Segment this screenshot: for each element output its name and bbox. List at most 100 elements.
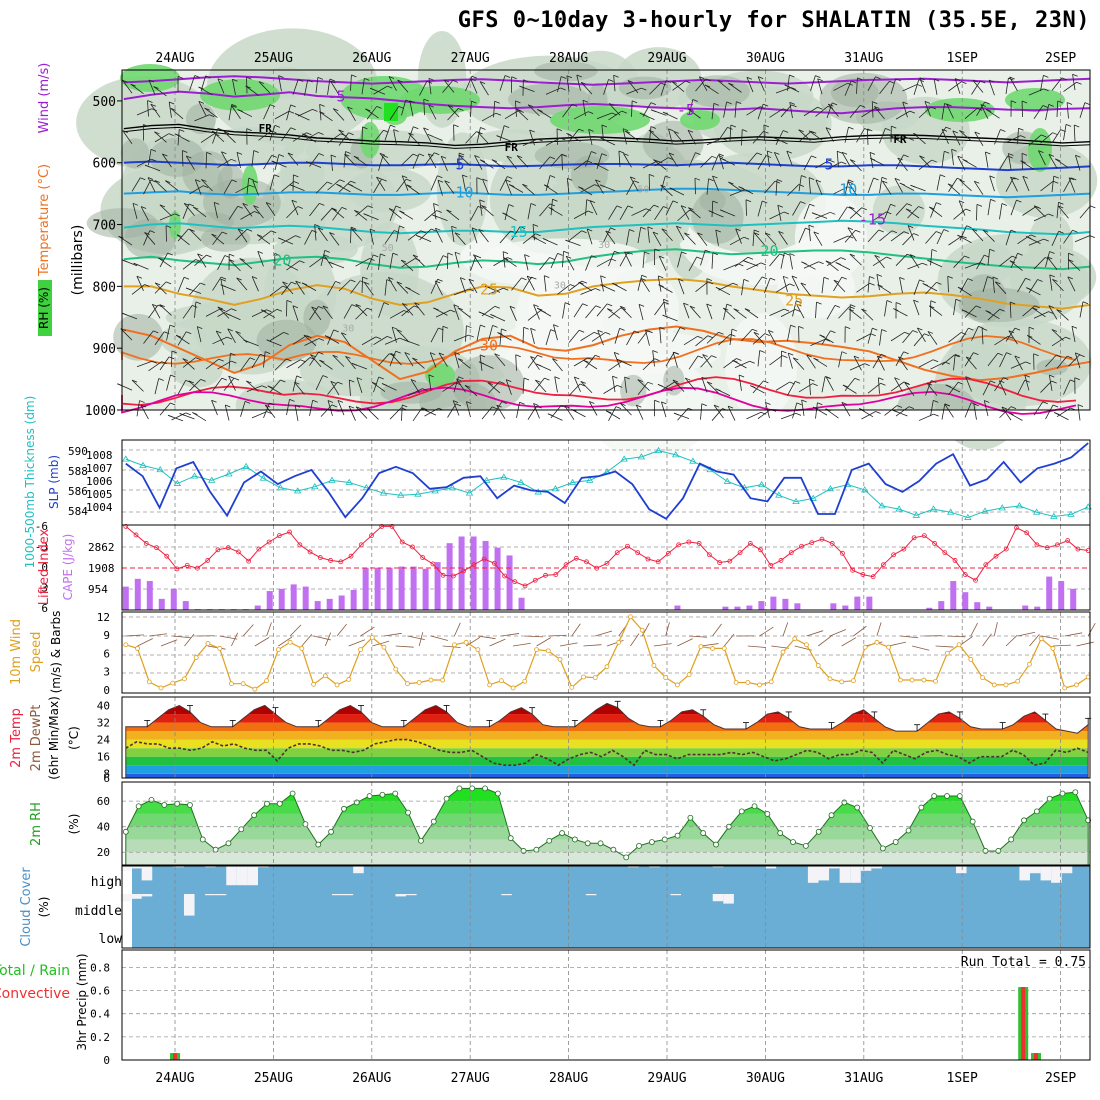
surface-wind-barb (289, 624, 302, 637)
wind-barb-flag (375, 336, 382, 340)
wind-barb-flag (287, 152, 294, 156)
contour-label: 10 (839, 180, 857, 198)
wind-barb-flag (619, 327, 625, 331)
wind-barb (223, 377, 235, 391)
wind-barb-flag (379, 152, 386, 156)
wind-barb (213, 202, 218, 219)
wind-barb-flag (774, 180, 781, 184)
wind-barb-flag (659, 255, 665, 259)
wind-barb (608, 307, 622, 319)
cape-bar (926, 607, 933, 610)
wind-barb (303, 334, 317, 346)
wind-barb-flag (506, 379, 512, 383)
wind-barb-flag (452, 80, 459, 83)
wind-barb-flag (909, 254, 916, 257)
li-point (553, 572, 559, 577)
wind-speed-line (125, 615, 1089, 690)
wind-barb (177, 277, 185, 293)
wind-barb (619, 205, 629, 221)
wind-barb-flag (796, 300, 802, 304)
rh-point (969, 818, 976, 825)
wind-barb-flag (293, 181, 300, 184)
surface-wind-barb (548, 634, 567, 637)
wind-barb-flag (726, 303, 732, 307)
wind-barb (373, 336, 388, 346)
wind-barb (162, 153, 172, 168)
wind-barb-flag (974, 131, 980, 135)
wind-barb (412, 153, 420, 169)
wind-barb (733, 308, 747, 319)
mid-cloud-bar (395, 894, 407, 897)
wind-barb (913, 79, 920, 96)
wind-barb-flag (904, 331, 910, 335)
wind-barb (154, 281, 167, 294)
wind-barb-flag (624, 130, 631, 134)
surface-wind-barb (383, 632, 402, 637)
li-point (737, 550, 743, 556)
rh-green-blob (925, 98, 995, 122)
wind-barb-flag (790, 324, 796, 328)
wind-barb (723, 263, 739, 271)
wind-barb-flag (715, 388, 721, 392)
wind-barb (481, 406, 493, 420)
wind-barb-flag (813, 357, 819, 361)
wind-barb (884, 300, 888, 317)
wind-barb-flag (319, 359, 325, 363)
wind-barb-flag (523, 326, 529, 330)
wind-barb-flag (427, 133, 433, 137)
wind-barb (948, 235, 962, 246)
wind-barb (792, 402, 798, 419)
wind-barb-flag (492, 325, 498, 328)
rh-point (289, 790, 296, 797)
wind-barb-flag (788, 352, 794, 356)
wind-barb-flag (712, 252, 719, 256)
wind-barb (907, 262, 923, 270)
wind-barb (526, 275, 535, 291)
wind-barb-flag (606, 410, 612, 414)
wind-barb (355, 406, 368, 419)
mid-cloud-bar (501, 894, 512, 896)
surface-wind-barb (1064, 632, 1083, 637)
wind-barb (913, 299, 920, 316)
wind-barb (1052, 279, 1064, 292)
wind-barb-flag (968, 327, 974, 331)
rh-point (302, 821, 309, 828)
wind-barb-flag (508, 204, 514, 207)
wind-barb (947, 276, 949, 293)
wind-barb-flag (404, 339, 410, 343)
wind-barb (973, 403, 977, 420)
wind-barb-flag (1042, 105, 1049, 108)
wind-barb-flag (761, 276, 768, 280)
wind-barb-flag (378, 376, 384, 380)
surface-wind-barb (993, 622, 998, 637)
wind-barb-flag (165, 225, 172, 229)
wind-barb-flag (566, 133, 572, 136)
rh-green-blob (1005, 88, 1065, 112)
wind-barb-flag (1043, 88, 1049, 92)
wind-barb-flag (796, 303, 802, 307)
slp-axis-label: SLP (mb) (47, 455, 61, 509)
wind-barb (181, 150, 184, 167)
wind-barb-flag (458, 376, 464, 380)
wind-barb-flag (502, 212, 508, 216)
dewpoint-line (125, 738, 1089, 767)
wind-barb-flag (1003, 377, 1009, 381)
wind-barb (1063, 379, 1071, 395)
thickness-point (431, 487, 439, 494)
li-tick-label: 3 (41, 582, 48, 595)
li-point (512, 579, 518, 585)
wind-barb (309, 306, 319, 321)
wind-barb (895, 203, 908, 216)
wind-barb (527, 203, 532, 220)
wind-barb (281, 181, 295, 192)
wind-barb (147, 100, 149, 117)
wind-barb-flag (825, 376, 832, 379)
wind-barb-flag (474, 155, 480, 158)
wind-barb-flag (560, 137, 566, 141)
wind-barb-flag (1022, 175, 1028, 179)
wind-barb-flag (718, 153, 724, 157)
wind-barb-flag (408, 132, 414, 136)
li-point (481, 556, 487, 562)
wind-barb-flag (798, 326, 804, 329)
rh-point (482, 785, 488, 792)
